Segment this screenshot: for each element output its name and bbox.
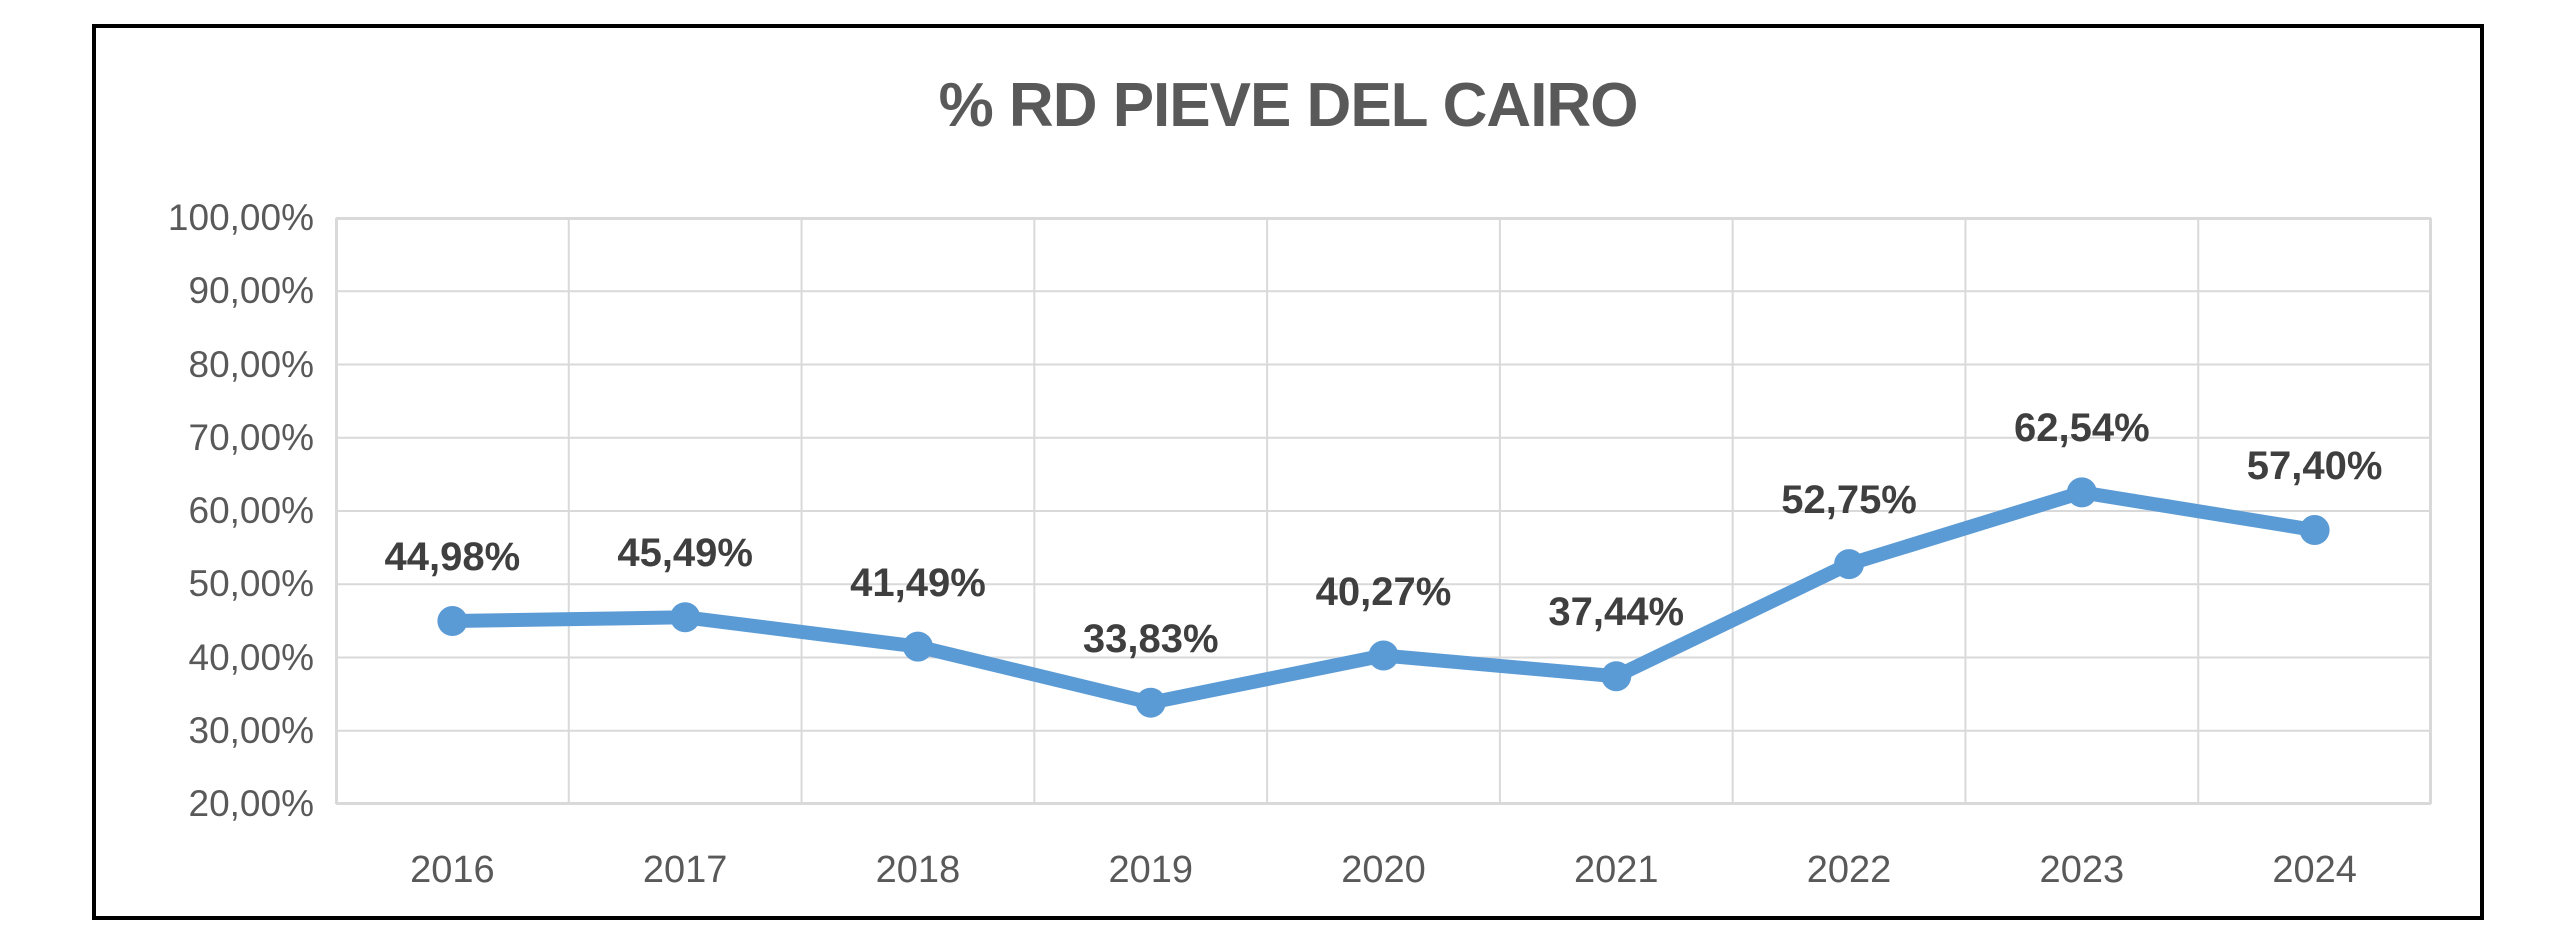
y-tick-label: 70,00% [188,416,315,458]
y-tick-label: 40,00% [188,636,315,678]
y-tick-label: 30,00% [188,709,315,751]
data-point-marker [437,606,468,637]
x-tick-label: 2023 [2039,849,2125,891]
y-tick-label: 20,00% [188,783,315,824]
chart-title: % RD PIEVE DEL CAIRO [938,71,1639,140]
x-tick-label: 2018 [875,849,961,891]
data-label: 37,44% [1548,590,1685,635]
y-axis: 100,00% 90,00% 80,00% 70,00% 60,00% 50,00% 40,… [96,197,315,824]
y-tick-label: 50,00% [188,563,315,605]
data-label: 52,75% [1781,478,1917,523]
x-tick-label: 2019 [1108,849,1193,891]
data-label: 33,83% [1082,616,1219,661]
x-tick-label: 2016 [410,849,495,891]
data-label: 44,98% [384,535,521,580]
data-point-marker [1135,687,1166,718]
data-label: 41,49% [850,560,986,605]
data-point-marker [902,631,933,662]
x-tick-label: 2022 [1806,849,1892,891]
data-label: 40,27% [1315,569,1452,614]
data-label: 62,54% [2013,406,2150,451]
x-tick-label: 2021 [1573,849,1659,891]
y-tick-label: 90,00% [188,270,315,312]
data-point-marker [670,602,701,633]
plot-area: 44,98% 45,49% 41,49% 33,83% 40,27% 37,44% 52,7… [335,217,2432,805]
y-tick-label: 80,00% [188,343,315,385]
x-axis: 2016 2017 2018 2019 2020 2021 2022 2023 2024 [336,834,2431,894]
x-tick-label: 2017 [642,849,728,891]
y-tick-label: 60,00% [188,490,315,531]
plot-border [336,218,2431,804]
chart-frame: % RD PIEVE DEL CAIRO 100,00% 90,00% 80,00%… [92,24,2484,920]
y-tick-label: 100,00% [167,197,314,238]
data-point-marker [2299,515,2330,546]
data-label: 57,40% [2246,444,2383,489]
data-point-marker [1834,549,1865,580]
x-tick-label: 2020 [1341,849,1426,891]
data-point-marker [2066,477,2097,508]
data-point-marker [1368,640,1399,671]
data-point-marker [1601,661,1632,692]
data-label: 45,49% [617,531,753,576]
x-tick-label: 2024 [2272,849,2357,891]
